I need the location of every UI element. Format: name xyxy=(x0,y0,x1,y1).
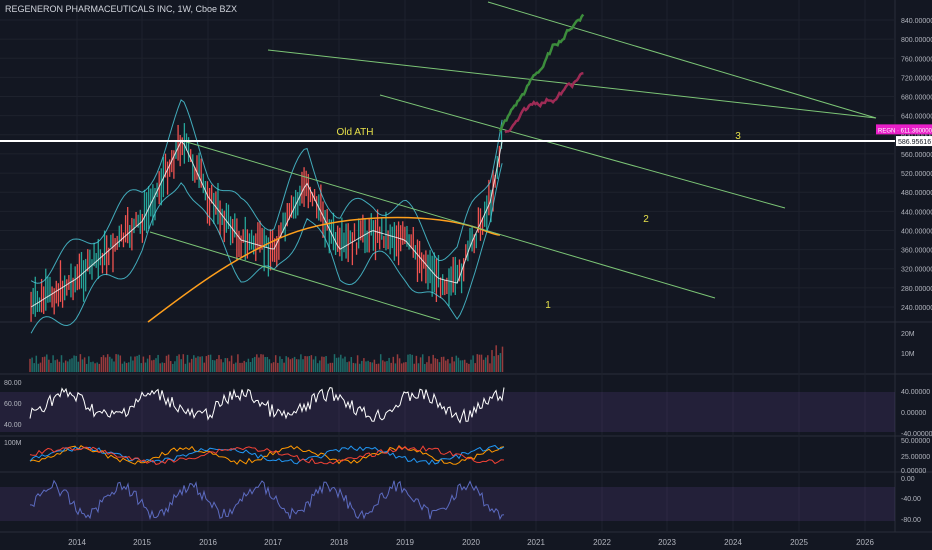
channel-mid-line xyxy=(379,94,786,209)
last-price-label: REGN · 611.360000 xyxy=(878,128,932,134)
symbol-title: REGENERON PHARMACEUTICALS INC, 1W, Cboe … xyxy=(5,4,238,14)
time-axis-label: 2015 xyxy=(133,538,151,547)
oscillator-line xyxy=(29,479,505,521)
dmi-left-label: 100M xyxy=(4,440,22,447)
time-axis-label: 2017 xyxy=(264,538,282,547)
wave-label-1: 1 xyxy=(545,300,551,311)
rsi-band xyxy=(0,392,895,432)
bollinger-upper xyxy=(30,99,503,284)
projection-bullish xyxy=(498,13,585,132)
ath-price-badge xyxy=(896,136,932,147)
sma-200 xyxy=(147,216,501,323)
oscillator-right-label: 0.00 xyxy=(901,476,915,483)
rsi-left-label: 60.00 xyxy=(4,401,22,408)
ath-price-label: 586.95616 xyxy=(898,139,931,146)
rsi-right-label: -40.00000 xyxy=(901,431,932,438)
channel-bottom-line xyxy=(149,231,441,321)
wave-label-3: 3 xyxy=(735,131,741,142)
wave-label-2: 2 xyxy=(643,214,649,225)
rsi-right-label: 0.00000 xyxy=(901,410,926,417)
rsi-left-label: 80.00 xyxy=(4,380,22,387)
time-axis-label: 2018 xyxy=(330,538,348,547)
dmi-right-label: 50.00000 xyxy=(901,438,930,445)
time-axis-label: 2020 xyxy=(462,538,480,547)
bollinger-lower xyxy=(30,163,503,334)
channel-top-line xyxy=(487,1,877,119)
moving-average-white xyxy=(30,140,503,308)
time-axis-label: 2023 xyxy=(658,538,676,547)
time-axis-label: 2026 xyxy=(856,538,874,547)
time-axis-label: 2022 xyxy=(593,538,611,547)
rsi-left-label: 40.00 xyxy=(4,422,22,429)
rsi-line xyxy=(29,387,505,424)
dmi-line xyxy=(29,445,505,465)
volume-axis-label: 20M xyxy=(901,331,915,338)
oscillator-right-label: -80.00 xyxy=(901,517,921,524)
oscillator-right-label: -40.00 xyxy=(901,496,921,503)
oscillator-band xyxy=(0,487,895,521)
rsi-right-label: 40.00000 xyxy=(901,389,930,396)
time-axis-label: 2014 xyxy=(68,538,86,547)
dmi-right-label: 0.00000 xyxy=(901,468,926,475)
time-axis-label: 2019 xyxy=(396,538,414,547)
old-ath-label: Old ATH xyxy=(336,127,373,138)
projection-bearish xyxy=(504,71,584,134)
time-axis-label: 2025 xyxy=(790,538,808,547)
time-axis-label: 2021 xyxy=(527,538,545,547)
dmi-line xyxy=(29,445,505,465)
time-axis-label: 2016 xyxy=(199,538,217,547)
last-price-badge xyxy=(876,124,932,135)
volume-axis-label: 10M xyxy=(901,351,915,358)
channel-lower-line xyxy=(179,139,716,299)
time-axis-label: 2024 xyxy=(724,538,742,547)
dmi-right-label: 25.00000 xyxy=(901,454,930,461)
dmi-line xyxy=(29,444,505,466)
